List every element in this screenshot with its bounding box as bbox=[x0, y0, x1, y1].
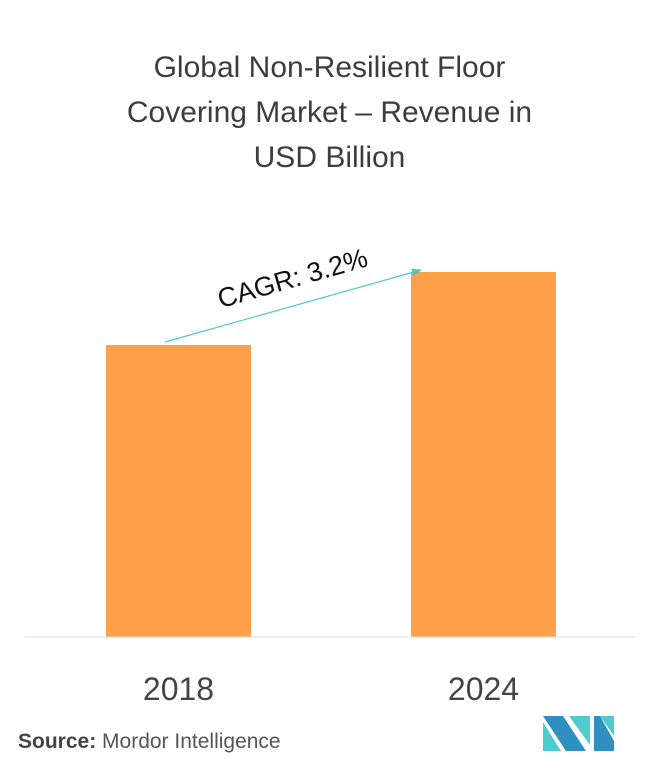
source-text: Mordor Intelligence bbox=[96, 730, 281, 753]
cagr-label: CAGR: 3.2% bbox=[214, 243, 371, 314]
x-tick-label: 2018 bbox=[143, 671, 214, 707]
bar-2018 bbox=[106, 345, 251, 637]
x-tick-label: 2024 bbox=[448, 671, 519, 707]
mordor-logo bbox=[543, 716, 614, 751]
title-line: Covering Market – Revenue in bbox=[126, 96, 533, 129]
cagr-arrow bbox=[164, 268, 422, 343]
source-label: Source: bbox=[18, 730, 97, 753]
bar-2024 bbox=[411, 272, 556, 637]
title-line: USD Billion bbox=[253, 141, 406, 174]
chart-title: Global Non-Resilient Floor Covering Mark… bbox=[0, 45, 659, 180]
source-note: Source: Mordor Intelligence bbox=[18, 730, 281, 754]
title-line: Global Non-Resilient Floor bbox=[153, 51, 506, 84]
